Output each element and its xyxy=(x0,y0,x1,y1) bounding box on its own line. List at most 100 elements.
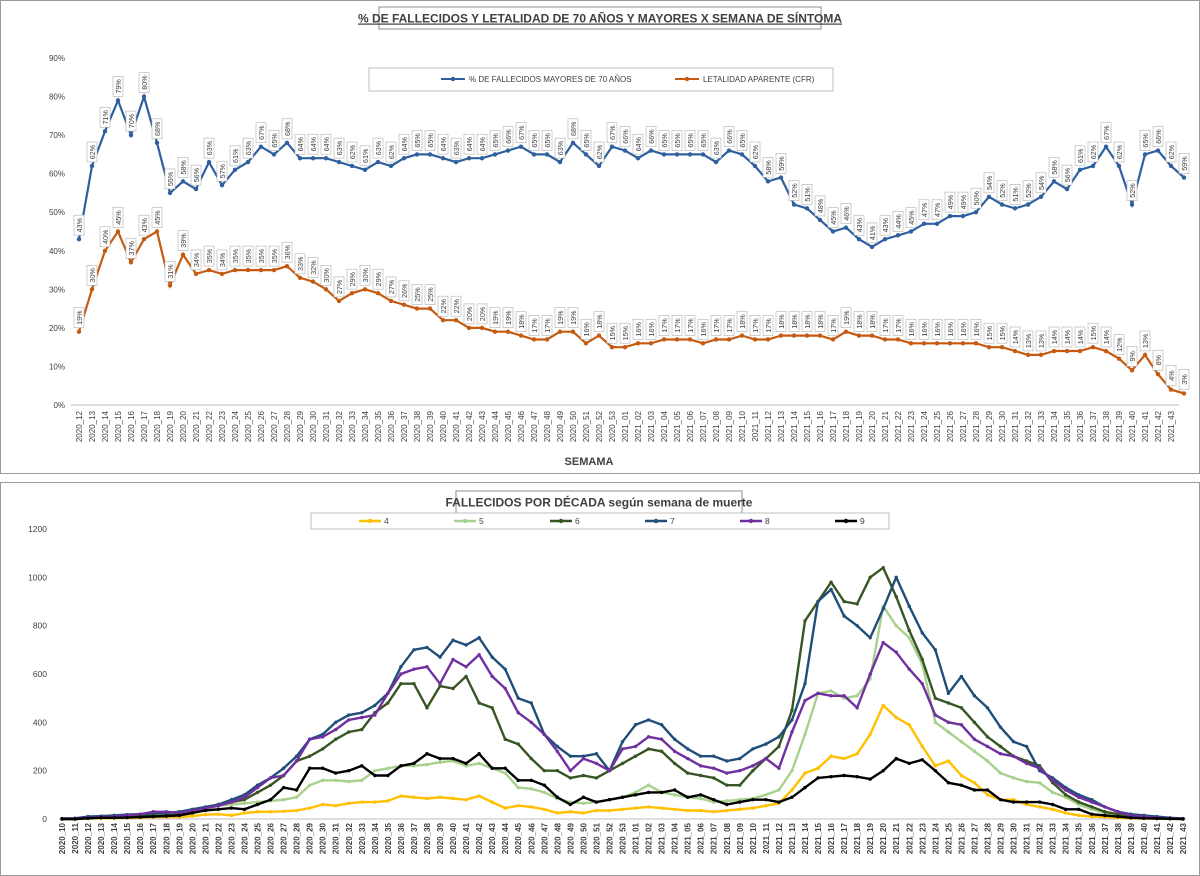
data-point xyxy=(258,267,264,273)
data-label-text: 17% xyxy=(894,318,903,333)
data-label: 39% xyxy=(177,230,189,251)
data-label-box xyxy=(424,130,436,151)
x-tick-label: 2020_44 xyxy=(501,822,510,854)
data-point xyxy=(1116,356,1122,361)
legend-label: 9 xyxy=(860,516,865,526)
data-point xyxy=(1063,807,1068,812)
x-tick-label: 2020_22 xyxy=(214,822,223,854)
data-point xyxy=(427,306,433,311)
data-point xyxy=(855,602,859,606)
data-label-text: 32% xyxy=(309,260,318,275)
data-point xyxy=(490,706,494,710)
x-tick-label: 2021_13 xyxy=(777,410,786,442)
data-point xyxy=(477,794,481,798)
data-point xyxy=(425,762,429,767)
data-point xyxy=(141,94,147,99)
data-point xyxy=(907,723,911,727)
x-tick-label: 2020_30 xyxy=(309,410,318,442)
x-tick-label: 2021_11 xyxy=(762,822,771,853)
data-point xyxy=(219,183,225,188)
data-point xyxy=(128,260,134,265)
series-line xyxy=(61,576,1184,820)
data-point xyxy=(229,806,234,810)
data-point xyxy=(907,604,911,609)
y-tick-label: 200 xyxy=(33,766,47,776)
data-label-box xyxy=(73,307,85,329)
data-point xyxy=(531,337,537,342)
data-label: 56% xyxy=(1061,164,1073,186)
data-label-text: 16% xyxy=(972,322,981,337)
data-point xyxy=(555,768,560,773)
data-point xyxy=(203,812,208,817)
data-point xyxy=(505,329,511,334)
data-label-box xyxy=(866,222,878,244)
data-point xyxy=(764,797,768,802)
data-label-text: 66% xyxy=(504,129,513,144)
data-point xyxy=(842,599,846,604)
data-label-box xyxy=(736,311,748,332)
data-label-text: 63% xyxy=(335,140,344,155)
data-point xyxy=(568,754,573,758)
data-label-text: 52% xyxy=(998,183,1007,198)
data-label: 62% xyxy=(1165,141,1177,163)
data-point xyxy=(1103,805,1107,809)
data-label-box xyxy=(710,315,722,336)
data-point xyxy=(1038,352,1044,358)
data-label: 63% xyxy=(450,137,462,159)
y-tick-label: 70% xyxy=(49,131,65,140)
data-label-box xyxy=(112,207,124,228)
data-point xyxy=(868,777,872,781)
x-tick-label: 2021_12 xyxy=(764,410,773,442)
data-label: 16% xyxy=(918,318,930,340)
data-label-box xyxy=(788,180,800,201)
data-point xyxy=(323,156,329,161)
data-point xyxy=(921,341,927,346)
data-point xyxy=(1024,761,1029,766)
data-point xyxy=(203,806,208,810)
data-label-text: 14% xyxy=(1050,329,1059,344)
data-point xyxy=(334,720,338,725)
data-point xyxy=(464,764,468,768)
data-label-box xyxy=(177,230,189,251)
x-tick-label: 2021_14 xyxy=(801,822,810,854)
x-tick-label: 2020_49 xyxy=(566,822,575,854)
data-label: 29% xyxy=(346,268,358,290)
data-label: 15% xyxy=(983,322,995,344)
data-label-text: 41% xyxy=(868,225,877,240)
data-point xyxy=(490,674,494,679)
data-point xyxy=(464,643,468,647)
data-point xyxy=(1168,817,1172,821)
x-tick-label: 2020_16 xyxy=(127,410,136,442)
x-tick-label: 2021_35 xyxy=(1063,410,1072,442)
data-point xyxy=(959,739,964,744)
data-point xyxy=(646,718,651,722)
legend-label: 6 xyxy=(575,516,580,526)
data-label: 63% xyxy=(242,137,254,159)
data-point xyxy=(778,175,784,180)
data-label-text: 63% xyxy=(205,140,214,155)
data-point xyxy=(985,744,990,749)
data-point xyxy=(581,795,586,799)
data-point xyxy=(464,761,468,766)
data-label-box xyxy=(1074,145,1086,167)
data-label-text: 18% xyxy=(855,314,864,329)
x-tick-label: 2021_04 xyxy=(660,410,669,442)
x-tick-label: 2020_31 xyxy=(332,822,341,854)
data-label-text: 14% xyxy=(1102,329,1111,344)
x-tick-label: 2020_52 xyxy=(595,410,604,442)
data-point xyxy=(284,264,290,269)
data-label: 63% xyxy=(372,137,384,159)
data-point xyxy=(307,783,312,787)
data-label-box xyxy=(190,164,202,186)
x-tick-label: 2020_43 xyxy=(478,410,487,442)
data-label-text: 31% xyxy=(166,264,175,279)
data-label: 65% xyxy=(424,130,436,151)
data-point xyxy=(307,754,312,758)
x-tick-label: 2021_30 xyxy=(1010,822,1019,854)
chart-title: FALLECIDOS POR DÉCADA según semana de mu… xyxy=(446,495,753,510)
data-label-box xyxy=(255,245,267,267)
x-tick-label: 2020_40 xyxy=(449,822,458,854)
data-label: 18% xyxy=(801,311,813,332)
data-label-box xyxy=(437,295,449,317)
data-point xyxy=(607,797,612,802)
